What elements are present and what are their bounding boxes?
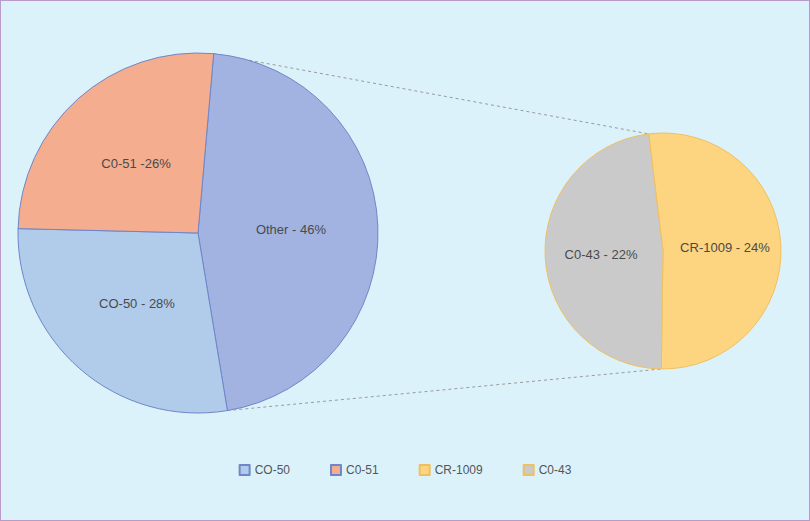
- svg-text:CO-50: CO-50: [255, 463, 291, 477]
- svg-text:C0-43: C0-43: [539, 463, 572, 477]
- svg-text:CR-1009: CR-1009: [435, 463, 483, 477]
- svg-text:Other - 46%: Other - 46%: [256, 222, 327, 237]
- svg-text:CO-50 - 28%: CO-50 - 28%: [99, 296, 175, 311]
- svg-text:C0-51: C0-51: [346, 463, 379, 477]
- svg-text:C0-51 -26%: C0-51 -26%: [101, 156, 171, 171]
- svg-text:C0-43 - 22%: C0-43 - 22%: [565, 247, 638, 262]
- svg-text:CR-1009 - 24%: CR-1009 - 24%: [680, 240, 770, 255]
